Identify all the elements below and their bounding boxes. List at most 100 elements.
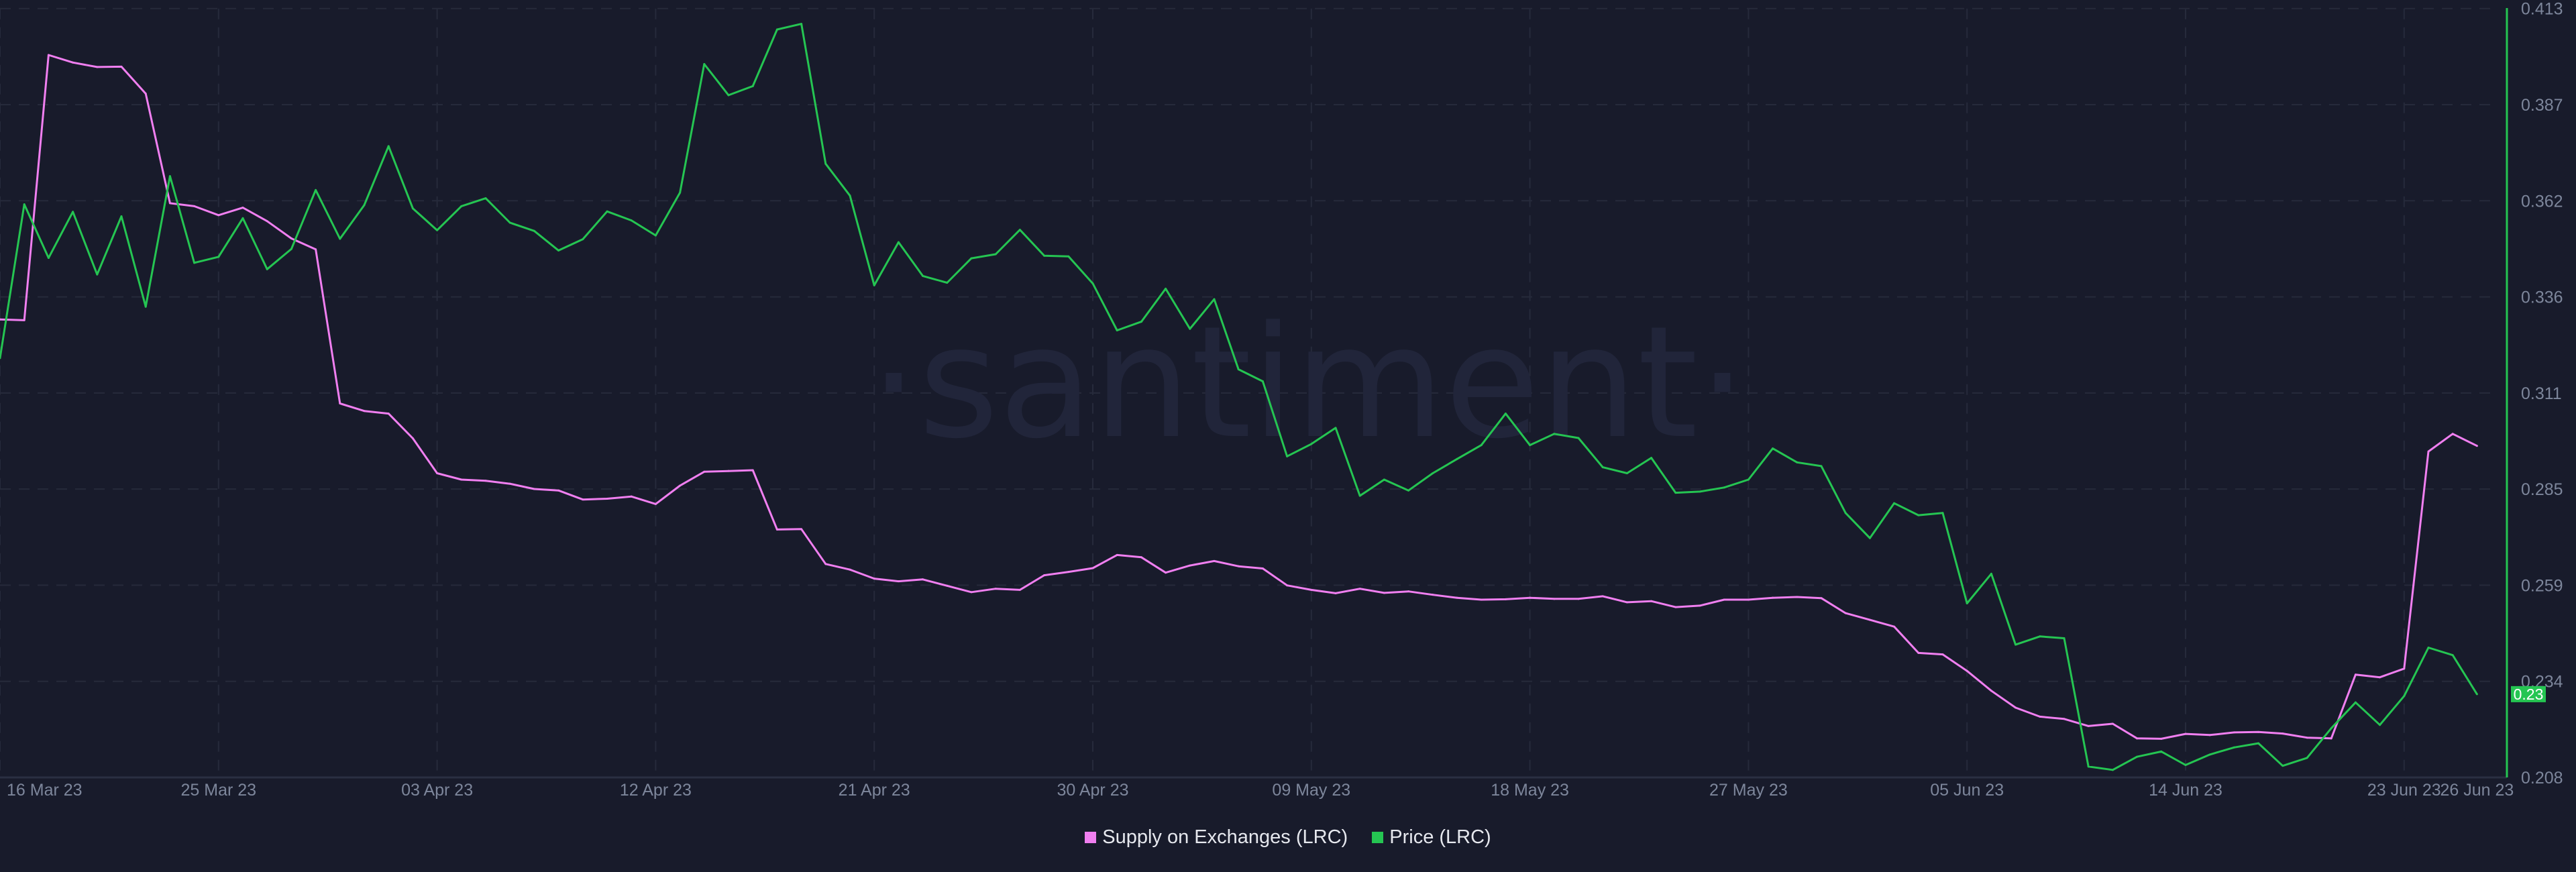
price-point — [508, 221, 511, 224]
supply-point — [96, 66, 99, 68]
price-point — [168, 175, 171, 178]
y-tick-label: 0.362 — [2521, 192, 2563, 211]
legend-label-price: Price (LRC) — [1389, 826, 1491, 848]
supply-point — [2354, 673, 2357, 676]
supply-point — [484, 480, 487, 482]
supply-point — [2136, 737, 2139, 740]
supply-point — [387, 413, 390, 415]
legend-item-price[interactable]: Price (LRC) — [1372, 826, 1491, 849]
price-point — [727, 94, 730, 97]
price-point — [1310, 443, 1313, 445]
supply-point — [606, 498, 608, 500]
supply-point — [1699, 604, 1701, 607]
supply-point — [1432, 594, 1434, 596]
supply-point — [582, 498, 584, 501]
supply-point — [1407, 590, 1410, 593]
price-point — [1868, 537, 1871, 539]
supply-point — [2184, 732, 2187, 735]
supply-point — [266, 220, 268, 223]
price-point — [387, 145, 390, 148]
supply-point — [2257, 730, 2260, 733]
price-point — [217, 256, 220, 258]
price-point — [582, 238, 584, 241]
x-tick-label: 03 Apr 23 — [401, 781, 473, 800]
y-tick-label: 0.285 — [2521, 480, 2563, 499]
price-point — [241, 217, 244, 219]
x-tick-label: 30 Apr 23 — [1057, 781, 1128, 800]
price-point — [1674, 492, 1677, 494]
supply-point — [1480, 598, 1483, 601]
supply-point — [193, 205, 196, 207]
price-point — [1286, 455, 1289, 457]
price-point — [994, 253, 997, 256]
x-tick-label: 23 Jun 23 — [2367, 781, 2441, 800]
x-tick-label: 14 Jun 23 — [2149, 781, 2222, 800]
supply-point — [2111, 722, 2114, 725]
price-point — [1261, 380, 1264, 383]
price-point — [1796, 461, 1799, 464]
supply-point — [2330, 737, 2332, 740]
supply-point — [1844, 612, 1847, 614]
supply-point — [1043, 574, 1046, 577]
price-point — [1456, 457, 1458, 460]
supply-point — [1868, 618, 1871, 621]
price-point — [1504, 413, 1507, 415]
supply-point — [339, 402, 341, 405]
supply-point — [1091, 567, 1094, 569]
supply-point — [1504, 598, 1507, 600]
price-point — [2233, 746, 2235, 749]
supply-point — [1941, 653, 1944, 656]
legend-label-supply: Supply on Exchanges (LRC) — [1102, 826, 1348, 848]
y-tick-label: 0.387 — [2521, 96, 2563, 115]
price-point — [1407, 489, 1410, 492]
legend-item-supply[interactable]: Supply on Exchanges (LRC) — [1085, 826, 1348, 849]
y-axis-ticks: 0.4130.3870.3620.3360.3110.2850.2590.234… — [2521, 0, 2563, 787]
supply-point — [1310, 588, 1313, 591]
supply-point — [2282, 732, 2284, 735]
supply-point — [1383, 592, 1385, 594]
price-point — [2306, 757, 2308, 759]
price-point — [1893, 502, 1896, 504]
supply-point — [144, 93, 147, 95]
supply-point — [1674, 606, 1677, 608]
supply-swatch-icon — [1085, 832, 1097, 843]
supply-point — [751, 469, 754, 472]
price-point — [47, 257, 50, 260]
price-point — [1140, 321, 1142, 323]
price-point — [1699, 490, 1701, 493]
price-point — [849, 195, 851, 197]
supply-point — [1116, 553, 1118, 556]
price-point — [1480, 444, 1483, 447]
price-point — [460, 205, 463, 207]
x-tick-label: 26 Jun 23 — [2440, 781, 2514, 800]
supply-point — [1456, 596, 1458, 599]
price-point — [1577, 437, 1580, 439]
x-tick-label: 27 May 23 — [1709, 781, 1788, 800]
santiment-watermark: ·santiment· — [869, 294, 1747, 473]
price-point — [1820, 465, 1823, 468]
supply-point — [2306, 737, 2308, 739]
supply-point — [654, 502, 657, 505]
supply-point — [2427, 450, 2430, 453]
supply-point — [1067, 571, 1070, 574]
supply-point — [1747, 598, 1750, 601]
supply-point — [873, 578, 875, 580]
y-tick-label: 0.336 — [2521, 288, 2563, 307]
price-point — [290, 248, 292, 250]
price-point — [1189, 327, 1191, 330]
price-point — [654, 234, 657, 237]
supply-point — [2208, 734, 2211, 737]
supply-point — [2233, 731, 2235, 734]
price-point — [23, 203, 25, 206]
supply-point — [1625, 601, 1628, 604]
price-point — [1966, 602, 1968, 605]
price-tag: 0.23 — [2511, 686, 2546, 703]
supply-point — [1820, 597, 1823, 600]
price-point — [1067, 255, 1070, 258]
legend: Supply on Exchanges (LRC) Price (LRC) — [0, 826, 2576, 849]
price-point — [1237, 368, 1240, 371]
supply-point — [120, 65, 123, 68]
price-point — [0, 357, 1, 360]
price-point — [2015, 643, 2017, 646]
price-point — [1747, 478, 1750, 481]
